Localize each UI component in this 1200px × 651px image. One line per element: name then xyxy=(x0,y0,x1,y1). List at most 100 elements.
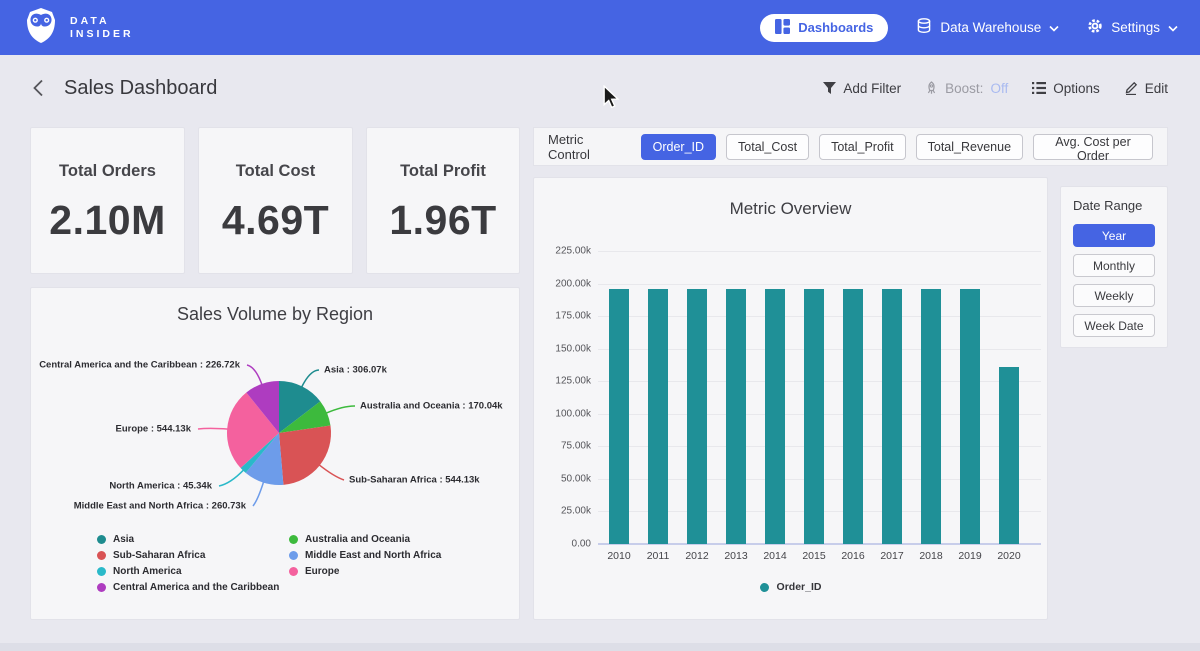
back-button[interactable] xyxy=(32,79,44,97)
date-range-option-week-date[interactable]: Week Date xyxy=(1073,314,1155,337)
pie-slice-central-america-and-the-caribbean[interactable] xyxy=(246,381,279,433)
metric-chip-total-revenue[interactable]: Total_Revenue xyxy=(915,133,1024,160)
pie-legend: Asia Australia and Oceania Sub-Saharan Afr… xyxy=(97,534,441,593)
legend-label: North America xyxy=(113,566,182,577)
pie-callout-central-america-and-the-caribbean: Central America and the Caribbean : 226.… xyxy=(39,359,240,371)
pie-slice-asia[interactable] xyxy=(279,381,321,433)
bar-2020[interactable] xyxy=(999,366,1019,544)
legend-item-asia[interactable]: Asia xyxy=(97,534,289,545)
pie-slice-europe[interactable] xyxy=(227,392,279,469)
x-axis-label: 2019 xyxy=(958,550,982,562)
x-axis-line xyxy=(598,543,1041,545)
filter-icon xyxy=(823,82,837,94)
bar-2016[interactable] xyxy=(843,288,863,544)
date-range-options: Year Monthly Weekly Week Date xyxy=(1073,217,1155,337)
y-axis-tick-label: 125.00k xyxy=(555,375,591,387)
date-range-title: Date Range xyxy=(1073,198,1143,213)
bar-2015[interactable] xyxy=(804,288,824,544)
rocket-icon xyxy=(928,81,936,94)
pie-callout-line xyxy=(252,481,265,507)
database-icon xyxy=(916,18,932,37)
pie-slice-north-america[interactable] xyxy=(240,433,279,473)
pie-chart-card: Sales Volume by Region Asia : 306.07k Aus… xyxy=(30,287,520,620)
legend-item-australia-and-oceania[interactable]: Australia and Oceania xyxy=(289,534,441,545)
y-axis-tick-label: 150.00k xyxy=(555,343,591,355)
page-header: Sales Dashboard Add Filter Boost: Off xyxy=(0,55,1200,121)
metric-control-label: Metric Control xyxy=(548,131,590,162)
bar-legend[interactable]: Order_ID xyxy=(534,581,1047,593)
bar-2012[interactable] xyxy=(687,288,707,544)
date-range-option-monthly[interactable]: Monthly xyxy=(1073,254,1155,277)
boost-value: Off xyxy=(990,80,1009,96)
bar-2011[interactable] xyxy=(648,288,668,544)
legend-item-central-america-and-the-caribbean[interactable]: Central America and the Caribbean xyxy=(97,582,289,593)
x-axis-label: 2018 xyxy=(919,550,943,562)
legend-dot xyxy=(97,567,106,576)
metric-chip-total-profit[interactable]: Total_Profit xyxy=(819,133,906,160)
metric-chip-avg-cost-per-order[interactable]: Avg. Cost per Order xyxy=(1033,133,1153,163)
legend-dot xyxy=(759,582,769,592)
boost-label: Boost: xyxy=(945,80,984,96)
bar-2013[interactable] xyxy=(726,288,746,544)
boost-toggle[interactable]: Boost: Off xyxy=(925,81,1008,96)
bar-2014[interactable] xyxy=(765,288,785,544)
kpi-card-total-orders: Total Orders 2.10M xyxy=(30,127,185,274)
x-axis-label: 2020 xyxy=(997,550,1021,562)
pie-callout-line xyxy=(318,464,345,481)
pie-callout-middle-east-and-north-africa: Middle East and North Africa : 260.73k xyxy=(73,500,246,512)
pie-slice-sub-saharan-africa[interactable] xyxy=(279,425,331,485)
legend-item-sub-saharan-africa[interactable]: Sub-Saharan Africa xyxy=(97,550,289,561)
legend-dot xyxy=(289,551,298,560)
kpi-value: 2.10M xyxy=(49,197,166,243)
legend-dot xyxy=(97,551,106,560)
y-axis-tick-label: 100.00k xyxy=(555,408,591,420)
date-range-option-year[interactable]: Year xyxy=(1073,224,1155,247)
edit-button[interactable]: Edit xyxy=(1124,81,1168,96)
bar-2010[interactable] xyxy=(609,288,629,544)
kpi-label: Total Cost xyxy=(235,162,316,180)
legend-dot xyxy=(97,535,106,544)
x-axis-label: 2011 xyxy=(646,550,670,562)
legend-item-middle-east-and-north-africa[interactable]: Middle East and North Africa xyxy=(289,550,441,561)
add-filter-button[interactable]: Add Filter xyxy=(823,81,901,96)
y-axis-tick-label: 200.00k xyxy=(555,278,591,290)
legend-label: Asia xyxy=(113,534,135,545)
data-warehouse-menu[interactable]: Data Warehouse xyxy=(916,18,1059,37)
x-axis-label: 2014 xyxy=(763,550,787,562)
pie-chart-title: Sales Volume by Region xyxy=(176,304,374,324)
legend-label: Middle East and North Africa xyxy=(305,550,442,561)
pencil-icon xyxy=(1125,81,1137,95)
bar-chart-title: Metric Overview xyxy=(729,199,852,218)
metric-chip-total-cost[interactable]: Total_Cost xyxy=(726,133,810,160)
gear-icon xyxy=(1087,18,1103,37)
y-axis-tick-label: 75.00k xyxy=(560,440,591,452)
bar-2018[interactable] xyxy=(921,288,941,544)
bar-2017[interactable] xyxy=(882,288,902,544)
brand[interactable]: DATA INSIDER xyxy=(22,5,134,50)
pie-callout-line xyxy=(246,364,263,386)
chevron-left-icon xyxy=(33,79,43,97)
pie-slice-australia-and-oceania[interactable] xyxy=(279,401,331,433)
metric-chip-order-id[interactable]: Order_ID xyxy=(640,133,717,160)
legend-label: Sub-Saharan Africa xyxy=(113,550,206,561)
y-axis-tick-label: 225.00k xyxy=(555,245,591,257)
settings-menu[interactable]: Settings xyxy=(1087,18,1178,37)
bar-2019[interactable] xyxy=(960,288,980,544)
list-icon xyxy=(1032,82,1047,94)
date-range-option-weekly[interactable]: Weekly xyxy=(1073,284,1155,307)
owl-logo-icon xyxy=(22,5,60,50)
legend-item-europe[interactable]: Europe xyxy=(289,566,441,577)
dashboards-button[interactable]: Dashboards xyxy=(760,13,889,42)
y-axis-tick-label: 0.00 xyxy=(571,538,591,550)
x-axis-label: 2013 xyxy=(724,550,748,562)
legend-label: Central America and the Caribbean xyxy=(113,582,280,593)
options-button[interactable]: Options xyxy=(1032,81,1100,96)
metric-chip-list: Order_ID Total_Cost Total_Profit Total_Reve… xyxy=(640,133,1153,163)
legend-item-north-america[interactable]: North America xyxy=(97,566,289,577)
top-nav: DATA INSIDER Dashboards xyxy=(0,0,1200,55)
kpi-card-total-cost: Total Cost 4.69T xyxy=(198,127,353,274)
bar-chart-plot: 0.00 25.00k 50.00k 75.00k 100.00k 125.00k 150.… xyxy=(534,178,1047,619)
pie-callout-sub-saharan-africa: Sub-Saharan Africa : 544.13k xyxy=(349,474,480,486)
pie-slice-middle-east-and-north-africa[interactable] xyxy=(245,433,284,485)
gridline xyxy=(598,283,1041,285)
